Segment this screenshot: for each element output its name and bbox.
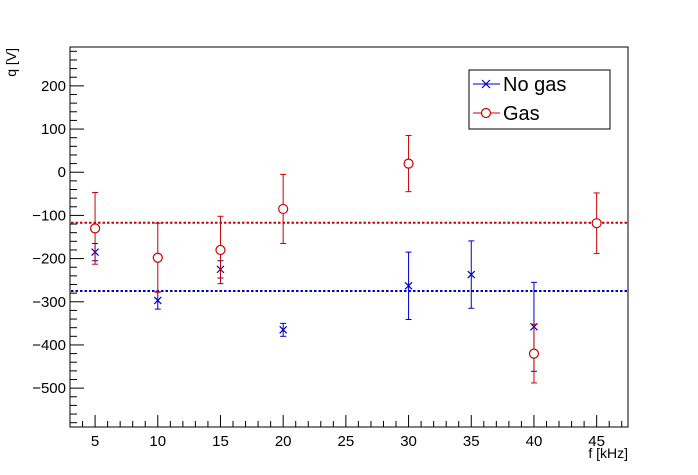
legend-label-gas: Gas bbox=[503, 103, 540, 125]
legend-label-no-gas: No gas bbox=[503, 74, 566, 96]
legend-box bbox=[468, 69, 611, 130]
x-axis: 5 10 15 20 25 30 35 40 45 bbox=[69, 415, 623, 450]
data-point-marker bbox=[279, 325, 288, 334]
y-tick-label: 0 bbox=[58, 164, 66, 181]
data-point-marker bbox=[278, 203, 289, 215]
y-axis: −500 −400 −300 −200 −100 0 100 200 bbox=[32, 50, 84, 424]
x-tick-label: 45 bbox=[588, 433, 605, 450]
y-tick-label: −500 bbox=[32, 380, 66, 397]
y-tick-label: −300 bbox=[32, 294, 66, 311]
legend-marker-no-gas bbox=[481, 79, 491, 89]
legend-marker-gas bbox=[480, 107, 492, 119]
y-tick-label: 100 bbox=[41, 121, 66, 138]
x-tick-label: 20 bbox=[275, 433, 292, 450]
x-tick-label: 15 bbox=[212, 433, 229, 450]
data-point-marker bbox=[528, 348, 540, 359]
x-tick-label: 10 bbox=[149, 433, 166, 450]
x-tick-label: 25 bbox=[338, 433, 355, 450]
data-point-marker bbox=[153, 296, 162, 305]
data-point-marker bbox=[591, 218, 602, 229]
legend-item-gas: Gas bbox=[473, 103, 540, 125]
y-axis-title: q [V] bbox=[3, 48, 19, 77]
data-point-marker bbox=[152, 252, 163, 263]
y-tick-label: −100 bbox=[32, 207, 66, 224]
x-tick-label: 30 bbox=[400, 433, 417, 450]
legend: No gas Gas bbox=[468, 69, 611, 130]
x-tick-label: 5 bbox=[91, 433, 99, 450]
y-tick-label: −400 bbox=[32, 337, 66, 354]
x-tick-label: 35 bbox=[463, 433, 480, 450]
series-layer bbox=[89, 135, 602, 384]
legend-item-no-gas: No gas bbox=[473, 74, 566, 96]
series-gas bbox=[89, 135, 602, 384]
data-point-marker bbox=[403, 158, 414, 169]
x-tick-label: 40 bbox=[526, 433, 543, 450]
x-axis-title: f [kHz] bbox=[588, 445, 628, 461]
data-point-marker bbox=[404, 281, 413, 290]
data-point-marker bbox=[215, 244, 226, 256]
data-point-marker bbox=[89, 223, 101, 234]
data-point-marker bbox=[467, 270, 476, 279]
y-tick-label: 200 bbox=[41, 78, 66, 95]
y-tick-label: −200 bbox=[32, 251, 66, 268]
plot-frame bbox=[69, 46, 629, 428]
